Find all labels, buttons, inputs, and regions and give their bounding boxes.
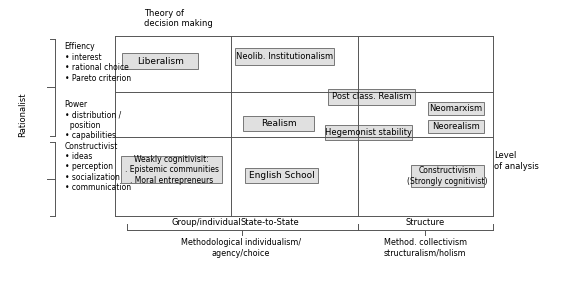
Text: Theory of
decision making: Theory of decision making [144, 9, 212, 28]
Text: Realism: Realism [261, 119, 297, 128]
Text: Weakly cognitivisit:
. Epistemic communities
. Moral entrepreneurs: Weakly cognitivisit: . Epistemic communi… [125, 155, 218, 185]
Text: Liberalism: Liberalism [137, 57, 184, 66]
FancyBboxPatch shape [235, 48, 334, 65]
Text: Post class. Realism: Post class. Realism [332, 92, 412, 101]
FancyBboxPatch shape [245, 168, 318, 183]
FancyBboxPatch shape [411, 164, 484, 187]
Text: Neorealism: Neorealism [432, 122, 480, 131]
Text: Power
• distribution /
  position
• capabilities: Power • distribution / position • capabi… [65, 100, 121, 140]
Text: Constructivist
• ideas
• perception
• socialization
• communication: Constructivist • ideas • perception • so… [65, 142, 131, 192]
Text: Group/individual: Group/individual [172, 218, 242, 227]
Text: Constructivism
(Strongly cognitivist): Constructivism (Strongly cognitivist) [408, 166, 488, 186]
Text: English School: English School [249, 171, 314, 180]
Text: Structure: Structure [405, 218, 445, 227]
Text: Methodological individualism/
agency/choice: Methodological individualism/ agency/cho… [181, 238, 301, 258]
FancyBboxPatch shape [428, 102, 484, 115]
Text: Level
of analysis: Level of analysis [494, 151, 539, 171]
Text: Effiency
• interest
• rational choice
• Pareto criterion: Effiency • interest • rational choice • … [65, 42, 131, 83]
FancyBboxPatch shape [243, 116, 314, 131]
Text: Rationalist: Rationalist [18, 92, 27, 137]
FancyBboxPatch shape [122, 53, 198, 69]
Text: Neolib. Institutionalism: Neolib. Institutionalism [236, 52, 333, 61]
Text: State-to-State: State-to-State [241, 218, 300, 227]
Text: Method. collectivism
structuralism/holism: Method. collectivism structuralism/holis… [383, 238, 467, 258]
Text: Neomarxism: Neomarxism [430, 104, 482, 113]
FancyBboxPatch shape [328, 89, 415, 105]
FancyBboxPatch shape [325, 125, 412, 140]
FancyBboxPatch shape [428, 120, 484, 134]
Text: Hegemonist stability: Hegemonist stability [325, 128, 412, 137]
FancyBboxPatch shape [121, 156, 222, 183]
